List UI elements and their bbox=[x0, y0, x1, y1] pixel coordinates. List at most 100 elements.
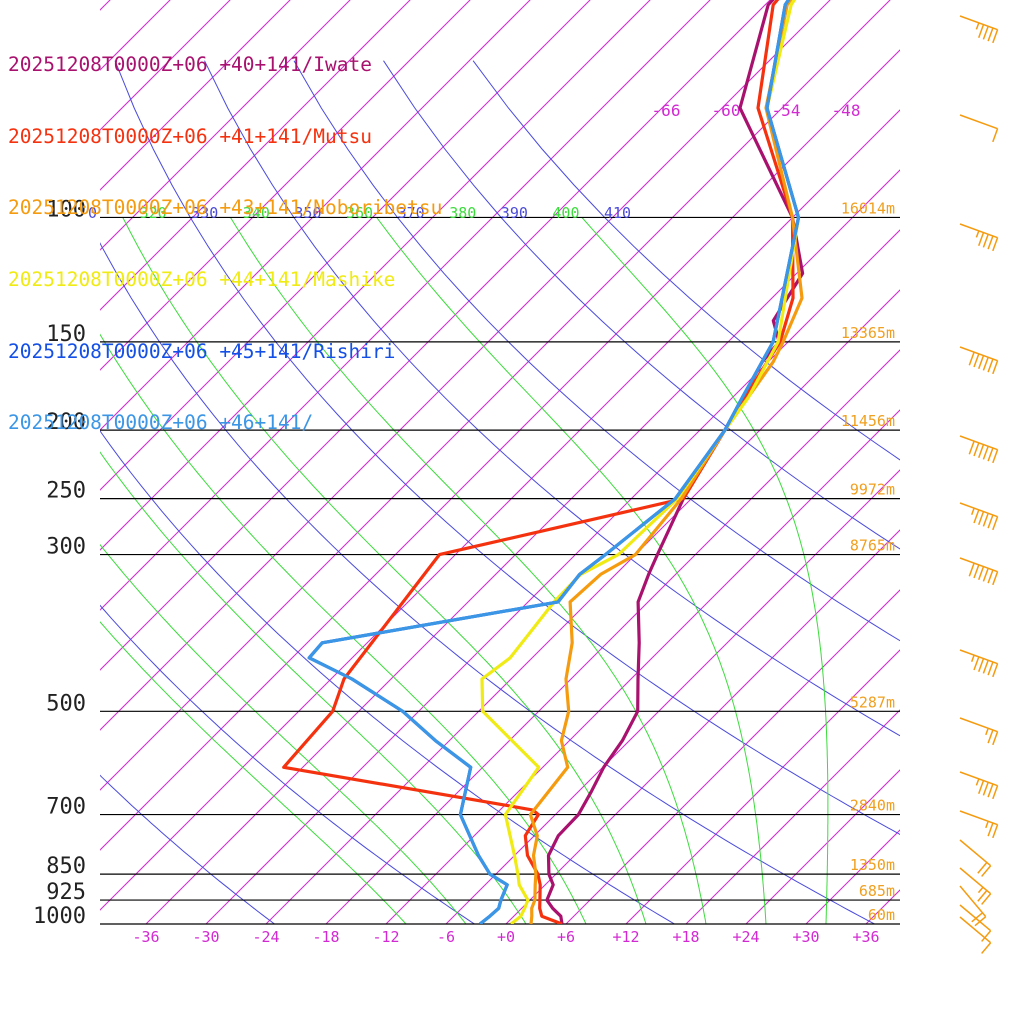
barb-flag bbox=[981, 865, 992, 877]
isotherm-line bbox=[100, 0, 471, 371]
pressure-label: 150 bbox=[46, 322, 86, 347]
height-label: 60m bbox=[868, 906, 895, 924]
barb-staff bbox=[959, 839, 992, 867]
temperature-tick-label: +30 bbox=[792, 928, 819, 946]
isotherm-line bbox=[445, 469, 900, 924]
legend-entry: 20251208T0000Z+06 +44+141/Mashike bbox=[8, 267, 396, 291]
barb-flag bbox=[987, 514, 994, 529]
barb-flag bbox=[982, 26, 989, 40]
isotherm-line bbox=[100, 0, 711, 611]
legend-entry: 20251208T0000Z+06 +40+141/Iwate bbox=[8, 52, 372, 76]
isotherm-line bbox=[805, 829, 900, 924]
barb-flag bbox=[987, 783, 994, 798]
isotherm-line bbox=[205, 229, 900, 924]
barb-flag bbox=[982, 357, 989, 371]
temperature-tick-label: -30 bbox=[192, 928, 219, 946]
barb-flag bbox=[987, 729, 994, 744]
barb-flag bbox=[982, 234, 989, 248]
upper-temperature-label: -60 bbox=[712, 101, 741, 120]
height-label: 8765m bbox=[850, 537, 895, 555]
isotherm-line bbox=[100, 0, 411, 311]
barb-flag bbox=[992, 785, 999, 800]
barb-half-flag bbox=[970, 654, 975, 662]
height-label: 1350m bbox=[850, 856, 895, 874]
isotherm-line bbox=[100, 0, 531, 431]
barb-flag bbox=[977, 780, 985, 794]
pressure-label: 100 bbox=[46, 197, 86, 222]
barb-half-flag bbox=[977, 886, 984, 894]
isotherm-line bbox=[100, 109, 900, 911]
temperature-tick-label: +18 bbox=[672, 928, 699, 946]
barb-flag bbox=[973, 509, 980, 524]
barb-flag bbox=[981, 930, 992, 942]
dry-adiabat-line bbox=[100, 430, 676, 924]
isotherm-line bbox=[685, 709, 900, 924]
barb-flag bbox=[992, 128, 999, 143]
height-label: 9972m bbox=[850, 481, 895, 499]
theta-label: 0 bbox=[88, 204, 97, 222]
height-label: 5287m bbox=[850, 693, 895, 711]
wind-barbs bbox=[959, 15, 999, 954]
isotherm-line bbox=[505, 529, 900, 924]
theta-label: 410 bbox=[604, 204, 631, 222]
wind-barb bbox=[959, 839, 992, 877]
barb-flag bbox=[981, 942, 992, 954]
barb-flag bbox=[982, 446, 989, 460]
dry-adiabat-line bbox=[100, 774, 276, 924]
upper-temperature-label: -54 bbox=[772, 101, 801, 120]
barb-flag bbox=[987, 661, 994, 676]
barb-staff bbox=[959, 114, 998, 130]
barb-flag bbox=[977, 566, 985, 580]
wind-barb bbox=[959, 435, 999, 464]
legend: 20251208T0000Z+06 +40+141/Iwate 20251208… bbox=[8, 5, 442, 459]
barb-flag bbox=[992, 571, 999, 586]
wind-barb bbox=[959, 114, 999, 143]
barb-flag bbox=[982, 513, 989, 527]
wind-barb bbox=[959, 867, 992, 905]
barb-flag bbox=[987, 358, 994, 373]
temperature-tick-label: +36 bbox=[852, 928, 879, 946]
barb-flag bbox=[992, 824, 999, 839]
theta-label: 360 bbox=[346, 204, 373, 222]
isotherm-line bbox=[100, 0, 771, 671]
wind-barb bbox=[959, 904, 992, 942]
isotherm-line bbox=[265, 289, 900, 924]
barb-flag bbox=[987, 822, 994, 837]
legend-entry: 20251208T0000Z+06 +43+141/Noboribetsu bbox=[8, 196, 443, 220]
legend-entry: 20251208T0000Z+06 +45+141/Rishiri bbox=[8, 339, 396, 363]
barb-flag bbox=[968, 440, 975, 455]
isotherm-line bbox=[325, 349, 900, 924]
barb-flag bbox=[973, 656, 980, 671]
sounding-line bbox=[307, 0, 801, 924]
theta-label: 350 bbox=[294, 204, 321, 222]
barb-half-flag bbox=[975, 230, 980, 238]
pressure-label: 300 bbox=[46, 535, 86, 560]
pressure-label: 250 bbox=[46, 479, 86, 504]
isotherm-line bbox=[865, 889, 900, 924]
barb-half-flag bbox=[975, 22, 980, 30]
wind-barb bbox=[959, 557, 999, 586]
wind-barb bbox=[959, 771, 999, 800]
barb-flag bbox=[992, 360, 999, 375]
isotherm-line bbox=[100, 49, 900, 851]
barb-flag bbox=[973, 353, 980, 368]
isotherm-line bbox=[100, 0, 831, 731]
wind-barb bbox=[959, 223, 999, 252]
isotherm-line bbox=[385, 409, 900, 924]
wind-barb bbox=[959, 15, 999, 44]
wind-barb bbox=[959, 346, 999, 375]
temperature-tick-label: -36 bbox=[132, 928, 159, 946]
barb-flag bbox=[977, 511, 985, 525]
isotherm-line bbox=[100, 0, 651, 551]
theta-label: 380 bbox=[449, 204, 476, 222]
barb-flag bbox=[977, 355, 985, 369]
barb-flag bbox=[977, 890, 988, 902]
barb-flag bbox=[973, 442, 980, 457]
upper-temperature-label: -66 bbox=[652, 101, 681, 120]
isotherm-line bbox=[100, 0, 591, 491]
barb-staff bbox=[959, 904, 992, 932]
barb-flag bbox=[987, 27, 994, 42]
barb-flag bbox=[987, 235, 994, 250]
height-label: 2840m bbox=[850, 797, 895, 815]
